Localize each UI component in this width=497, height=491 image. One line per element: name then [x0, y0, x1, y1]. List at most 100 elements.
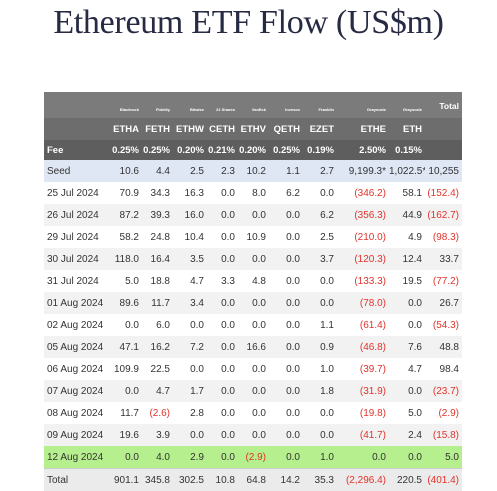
row-label: Total	[47, 474, 69, 486]
flow-value: 0.0	[125, 319, 139, 331]
flow-value: 3.9	[156, 429, 170, 441]
fee-cell: 0.25%	[273, 144, 300, 156]
flow-value: 24.8	[150, 231, 170, 243]
flow-value: (133.3)	[354, 275, 386, 287]
issuer-header: Franklin	[318, 107, 334, 112]
flow-value: 87.2	[119, 209, 139, 221]
flow-value: 2.4	[408, 429, 422, 441]
flow-value: 48.8	[439, 341, 459, 353]
total-row: Total 901.1 345.8 302.5 10.8 64.8 14.2 35.3 (2,2…	[44, 468, 462, 491]
flow-value: (41.7)	[359, 429, 386, 441]
flow-value: 39.3	[150, 209, 170, 221]
flow-value: 34.3	[150, 187, 170, 199]
row-label: 01 Aug 2024	[47, 297, 104, 309]
flow-value: 1.1	[286, 165, 300, 177]
flow-value: 2.3	[221, 165, 235, 177]
flow-value: (2.9)	[245, 451, 266, 463]
flow-value: 7.6	[408, 341, 422, 353]
flow-value: 2.5	[190, 165, 204, 177]
flow-value: 0.0	[286, 319, 300, 331]
etf-flow-table: Blackrock Fidelity Bitwise 21 Shares VanEck I…	[44, 92, 462, 491]
flow-value: 0.0	[286, 209, 300, 221]
table-row: 30 Jul 2024 118.0 16.4 3.5 0.0 0.0 0.0 3.7 (120.…	[44, 248, 462, 270]
table-row: 08 Aug 2024 11.7 (2.6) 2.8 0.0 0.0 0.0 0.0 (19.8…	[44, 402, 462, 424]
flow-value: 4.8	[252, 275, 266, 287]
flow-value: 0.0	[221, 363, 235, 375]
flow-value: 16.2	[150, 341, 170, 353]
flow-value: 2.5	[320, 231, 334, 243]
flow-value: 0.0	[252, 407, 266, 419]
flow-value: 0.0	[221, 385, 235, 397]
flow-value: (210.0)	[354, 231, 386, 243]
flow-value: 0.0	[221, 209, 235, 221]
row-label: 02 Aug 2024	[47, 319, 104, 331]
flow-value: 2.9	[190, 451, 204, 463]
fee-cell: 0.19%	[307, 144, 334, 156]
flow-value: (2.9)	[438, 407, 459, 419]
flow-value: 4.7	[156, 385, 170, 397]
table-row: 26 Jul 2024 87.2 39.3 16.0 0.0 0.0 0.0 6.2 (356.…	[44, 204, 462, 226]
flow-value: 16.6	[246, 341, 266, 353]
flow-value: 4.7	[408, 363, 422, 375]
flow-value: 2.8	[190, 407, 204, 419]
flow-value: 0.0	[286, 341, 300, 353]
flow-value: 3.4	[190, 297, 204, 309]
flow-value: 5.0	[445, 451, 459, 463]
table-row: 25 Jul 2024 70.9 34.3 16.3 0.0 8.0 6.2 0.0 (346.…	[44, 182, 462, 204]
table-row: 05 Aug 2024 47.1 16.2 7.2 0.0 16.6 0.0 0.9 (46.8…	[44, 336, 462, 358]
page-title: Ethereum ETF Flow (US$m)	[53, 4, 444, 41]
flow-value: 0.0	[252, 253, 266, 265]
flow-value: 16.0	[184, 209, 204, 221]
flow-value: 0.0	[221, 341, 235, 353]
flow-value: 0.0	[221, 253, 235, 265]
fee-cell: 0.25%	[143, 144, 170, 156]
fee-row: Fee 0.25% 0.25% 0.20% 0.21% 0.20% 0.25% 0.19% 2.…	[44, 140, 462, 160]
flow-value: 0.0	[372, 451, 386, 463]
flow-value: 3.3	[221, 275, 235, 287]
flow-value: 118.0	[114, 253, 139, 265]
issuer-header: VanEck	[251, 107, 266, 112]
row-label: 26 Jul 2024	[47, 209, 99, 221]
flow-value: 33.7	[439, 253, 459, 265]
flow-value: 5.0	[408, 407, 422, 419]
flow-value: (162.7)	[427, 209, 459, 221]
row-label: 05 Aug 2024	[47, 341, 104, 353]
flow-value: 220.5	[396, 474, 422, 486]
row-label: 08 Aug 2024	[47, 407, 104, 419]
flow-value: 0.0	[320, 297, 334, 309]
table-row: 07 Aug 2024 0.0 4.7 1.7 0.0 0.0 0.0 1.8 (31.9) 0.…	[44, 380, 462, 402]
flow-value: 0.0	[221, 451, 235, 463]
ticker-header: ETHE	[360, 123, 386, 135]
ticker-header: EZET	[309, 123, 334, 135]
table-row: 06 Aug 2024 109.9 22.5 0.0 0.0 0.0 0.0 1.0 (39.7…	[44, 358, 462, 380]
flow-value: 9,199.3*	[348, 165, 386, 177]
ticker-header: QETH	[273, 123, 300, 135]
flow-value: 0.0	[221, 187, 235, 199]
flow-value: 2.7	[320, 165, 334, 177]
flow-value: 44.9	[402, 209, 422, 221]
flow-value: 47.1	[119, 341, 139, 353]
flow-value: 0.0	[252, 209, 266, 221]
flow-value: 0.0	[286, 407, 300, 419]
flow-value: (31.9)	[359, 385, 386, 397]
issuer-header: Fidelity	[155, 107, 170, 112]
table-row: 12 Aug 2024 0.0 4.0 2.9 0.0 (2.9) 0.0 1.0 0.0 0.0…	[44, 446, 462, 468]
flow-value: 19.6	[119, 429, 139, 441]
flow-value: 89.6	[119, 297, 139, 309]
fee-label: Fee	[47, 144, 64, 156]
flow-value: 0.9	[320, 341, 334, 353]
flow-value: 11.7	[120, 407, 139, 419]
fee-cell: 0.25%	[112, 144, 139, 156]
ticker-header: ETH	[403, 123, 422, 135]
flow-value: 1.7	[190, 385, 204, 397]
flow-value: (2.6)	[149, 407, 170, 419]
fee-cell: 0.21%	[208, 144, 235, 156]
flow-value: 0.0	[408, 297, 422, 309]
flow-value: 0.0	[320, 275, 334, 287]
flow-value: 0.0	[286, 451, 300, 463]
flow-value: 1,022.5*	[389, 165, 425, 177]
flow-value: 11.7	[151, 297, 170, 309]
flow-value: 10.6	[119, 165, 139, 177]
flow-value: 0.0	[408, 451, 422, 463]
flow-value: 0.0	[221, 297, 235, 309]
